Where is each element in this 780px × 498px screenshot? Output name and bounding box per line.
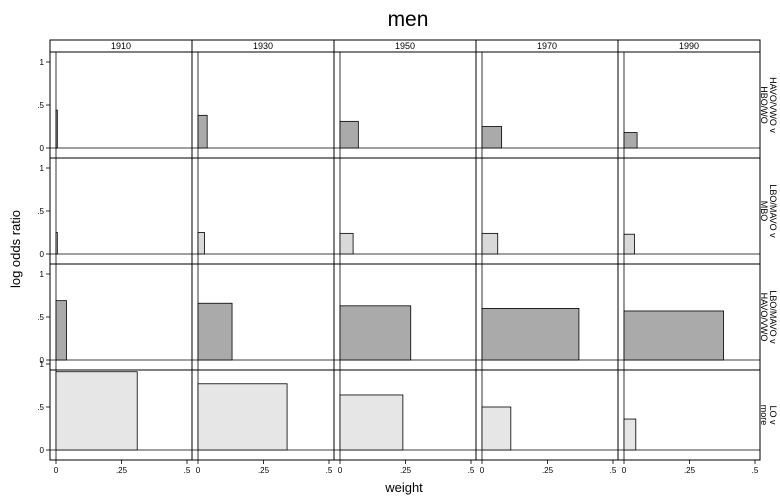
x-tick-label: .5 (752, 466, 759, 475)
y-axis-label: log odds ratio (8, 210, 23, 288)
row-strip-label: LBO/MAVO vHAVO/VWO (759, 290, 778, 344)
y-tick-label: 0 (40, 446, 45, 455)
panel-frame (49, 157, 193, 265)
bar (339, 120, 359, 149)
bar (55, 109, 58, 149)
panels: 1910 1930 1950 1970 1990 0 .5 1 HAVO/VWO vHBO/WO… (37, 39, 778, 475)
column-header-label: 1910 (111, 41, 131, 51)
row-strip-label: HAVO/VWO vHBO/WO (759, 77, 778, 133)
panel-frame (617, 157, 761, 265)
bar (197, 302, 233, 361)
panel-frame (191, 51, 335, 159)
y-tick-label: 1 (40, 58, 45, 67)
bar (197, 232, 205, 255)
x-tick-label: .5 (326, 466, 333, 475)
bar (55, 300, 67, 361)
bar (55, 371, 138, 451)
y-tick-label: 1 (40, 270, 45, 279)
x-tick-label: .5 (610, 466, 617, 475)
row-strip-label-line: LO v (768, 405, 778, 425)
row-strip-label-line: MBO (759, 201, 769, 222)
bar (623, 310, 724, 361)
panel-frame (333, 157, 477, 265)
row-strip-label-line: LBO/MAVO v (768, 290, 778, 344)
x-tick-label: 0 (480, 466, 485, 475)
x-tick-label: .25 (684, 466, 696, 475)
x-tick-label: .25 (258, 466, 270, 475)
bar (339, 394, 404, 451)
x-tick-label: .25 (116, 466, 128, 475)
y-tick-label: 1 (40, 360, 45, 369)
row-strip-label-line: HAVO/VWO (759, 293, 769, 342)
x-tick-label: 0 (338, 466, 343, 475)
y-tick-label: 0 (40, 356, 45, 365)
bar (197, 114, 208, 149)
panel-frame (617, 369, 761, 461)
x-tick-label: 0 (196, 466, 201, 475)
row-strip-label-line: HAVO/VWO v (768, 77, 778, 133)
y-tick-label: 1 (40, 164, 45, 173)
panel-frame (49, 263, 193, 371)
x-tick-label: .25 (542, 466, 554, 475)
bar (481, 307, 580, 361)
y-tick-label: .5 (37, 403, 44, 412)
x-tick-label: 0 (54, 466, 59, 475)
bar (623, 132, 638, 149)
x-tick-label: .5 (468, 466, 475, 475)
row-strip-label-line: HBO/WO (759, 86, 769, 124)
column-header-label: 1950 (395, 41, 415, 51)
x-tick-label: .5 (184, 466, 191, 475)
bar (339, 305, 412, 361)
bar (623, 233, 635, 255)
y-tick-label: .5 (37, 207, 44, 216)
row-strip-label-line: LBO/MAVO v (768, 184, 778, 238)
row-strip-label-line: more (759, 405, 769, 426)
y-tick-label: 0 (40, 250, 45, 259)
y-tick-label: 0 (40, 144, 45, 153)
panel-frame (49, 51, 193, 159)
column-header-label: 1970 (537, 41, 557, 51)
x-axis-label: weight (384, 480, 423, 495)
bar (481, 126, 503, 149)
bar (623, 418, 637, 451)
panel-frame (191, 157, 335, 265)
x-tick-label: .25 (400, 466, 412, 475)
column-header-label: 1990 (679, 41, 699, 51)
y-tick-label: .5 (37, 313, 44, 322)
y-tick-label: .5 (37, 101, 44, 110)
bar (339, 232, 354, 255)
panel-frame (617, 51, 761, 159)
row-strip-label: LO vmore (759, 405, 778, 426)
row-strip-label: LBO/MAVO vMBO (759, 184, 778, 238)
bar (197, 383, 288, 451)
x-tick-label: 0 (622, 466, 627, 475)
bar (481, 406, 512, 451)
bar (55, 232, 58, 255)
chart-title: men (388, 8, 429, 31)
column-header-label: 1930 (253, 41, 273, 51)
bar (481, 232, 499, 255)
